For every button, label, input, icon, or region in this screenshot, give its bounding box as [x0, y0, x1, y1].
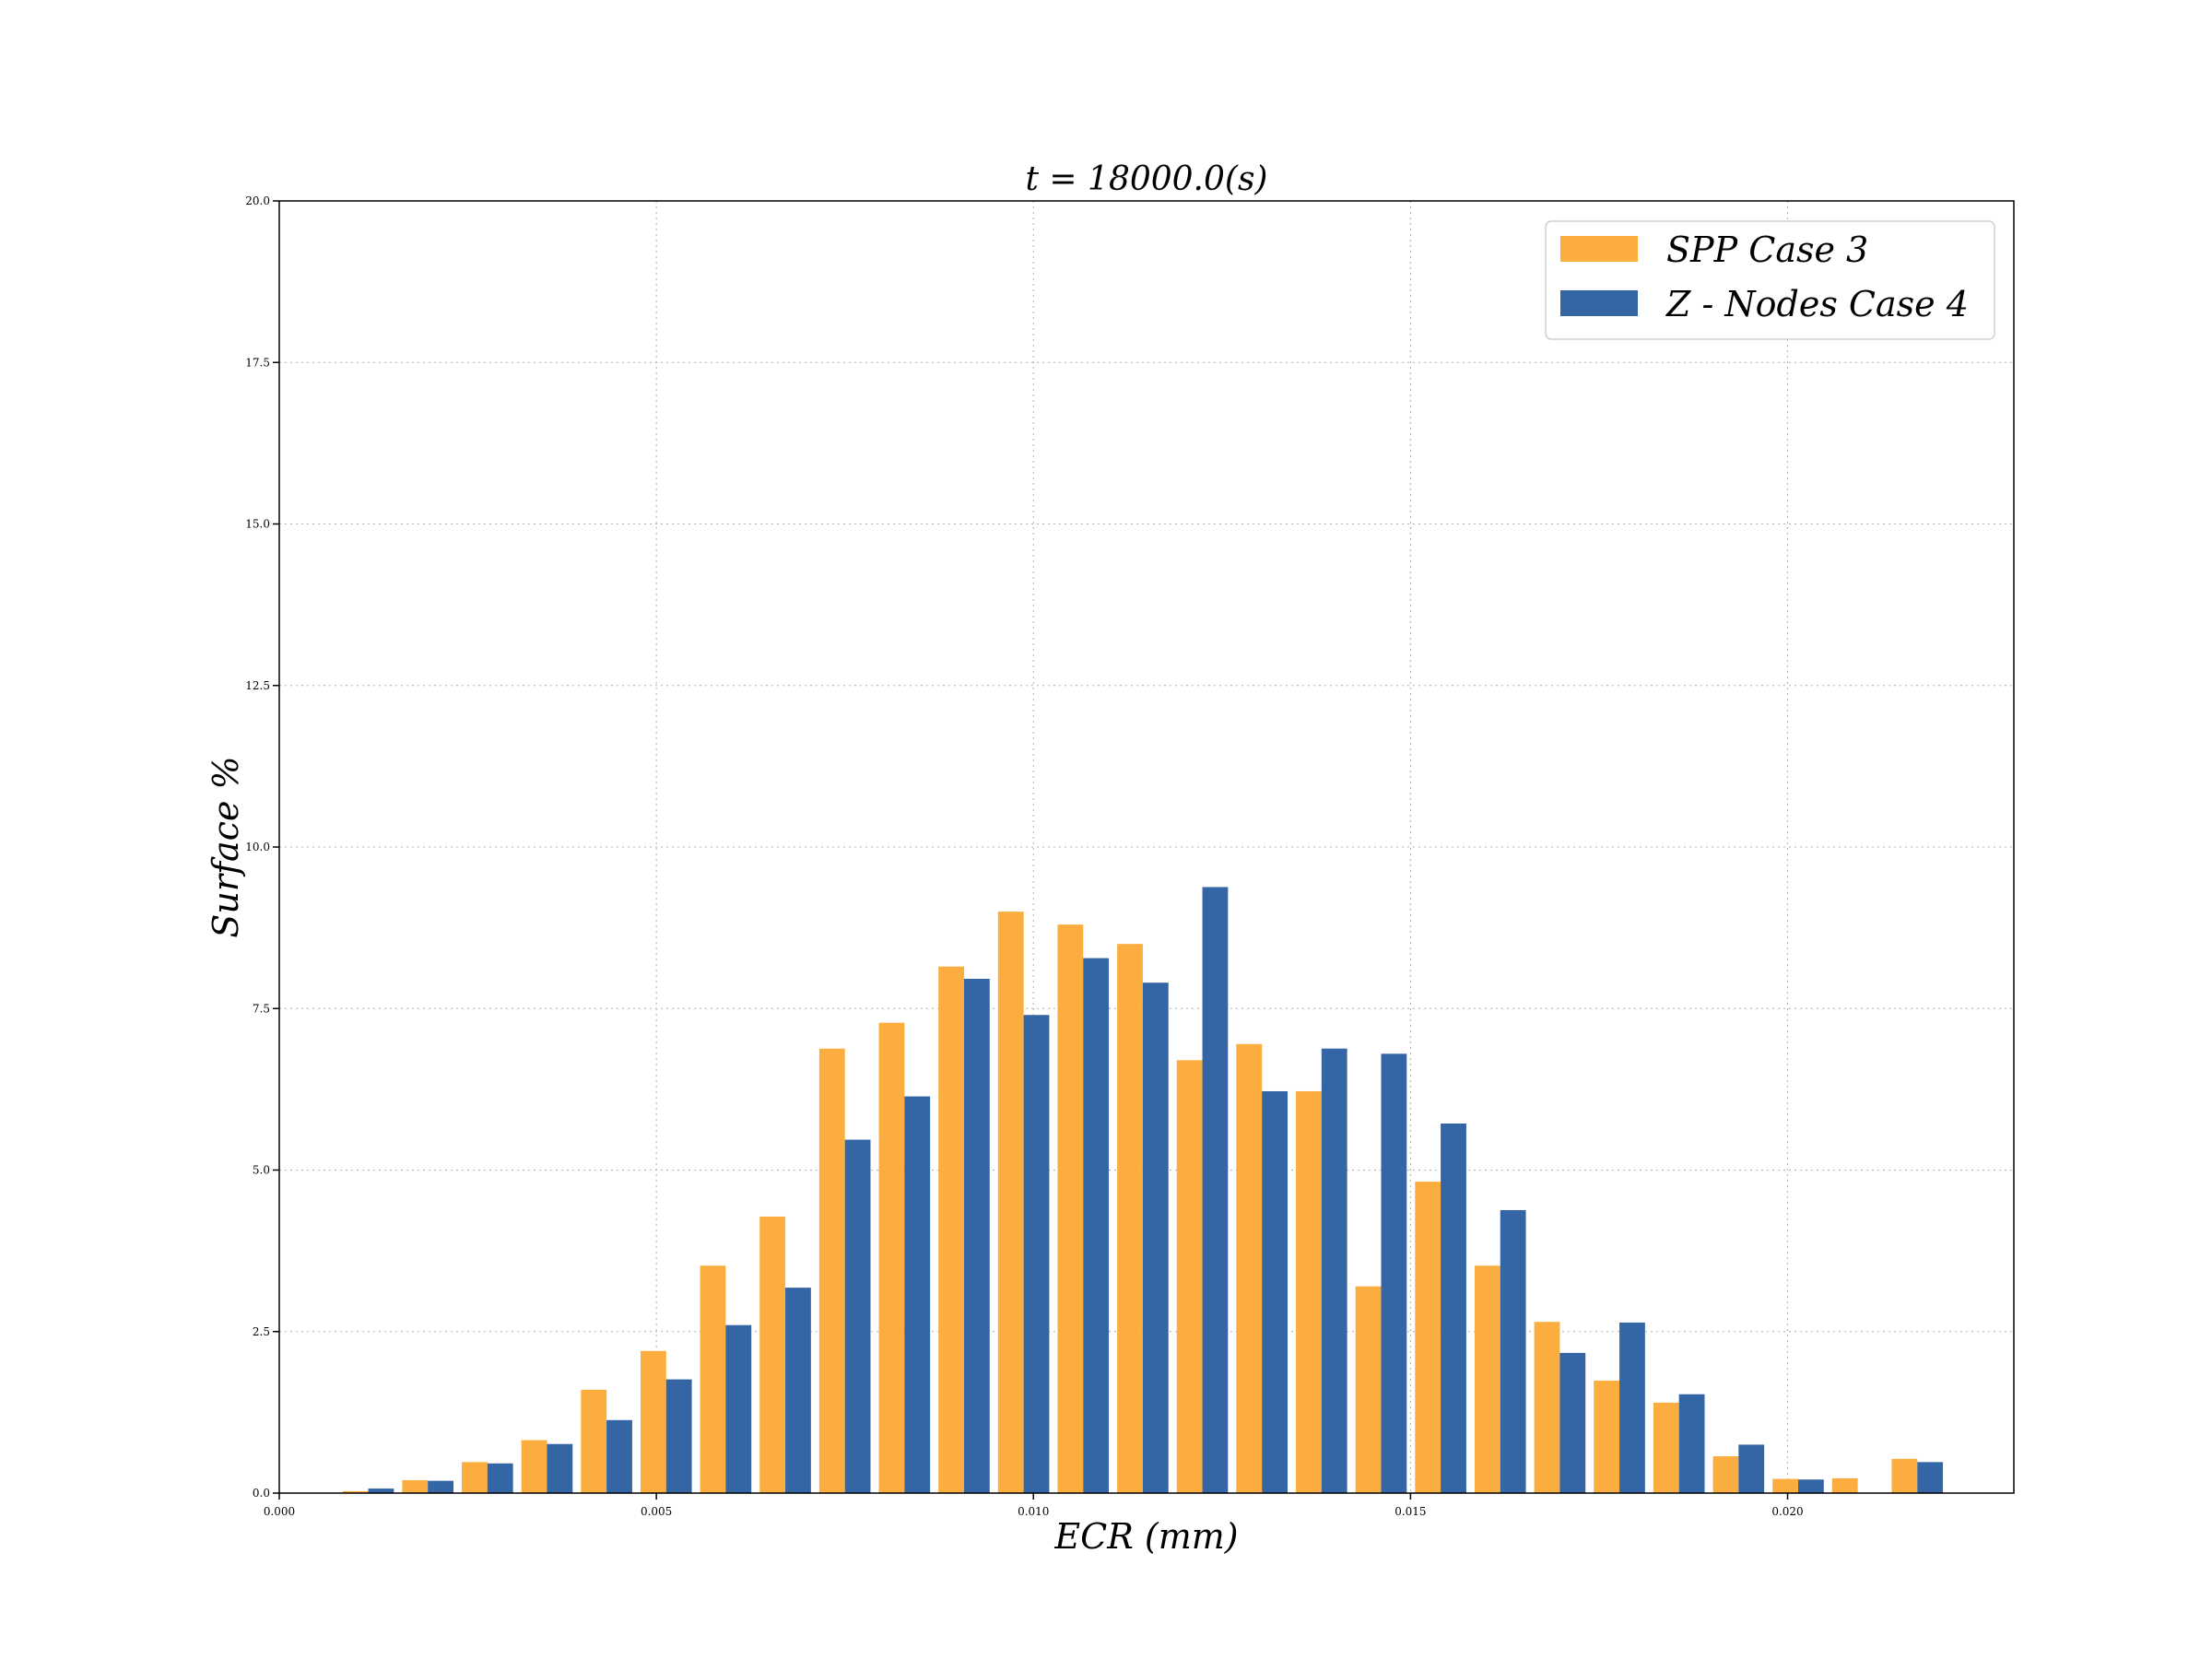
chart-title: t = 18000.0(s) — [1026, 160, 1268, 198]
x-axis-label: ECR (mm) — [1053, 1516, 1238, 1557]
legend-label-z-nodes: Z - Nodes Case 4 — [1665, 284, 1969, 324]
bar-z-nodes-case-4 — [1441, 1124, 1466, 1493]
bar-z-nodes-case-4 — [1262, 1090, 1288, 1493]
bars — [342, 887, 1944, 1493]
bar-z-nodes-case-4 — [368, 1488, 394, 1493]
bar-z-nodes-case-4 — [1381, 1053, 1407, 1493]
bar-z-nodes-case-4 — [1619, 1322, 1645, 1493]
bar-z-nodes-case-4 — [1142, 982, 1169, 1493]
bar-spp-case-3 — [818, 1048, 845, 1493]
bar-spp-case-3 — [1236, 1043, 1263, 1493]
legend-frame — [1545, 220, 1995, 340]
y-tick-label: 15.0 — [245, 518, 270, 531]
bar-spp-case-3 — [1534, 1322, 1560, 1493]
y-tick-label: 2.5 — [253, 1325, 270, 1338]
bar-spp-case-3 — [878, 1022, 905, 1493]
bar-z-nodes-case-4 — [1202, 887, 1229, 1493]
bar-z-nodes-case-4 — [1917, 1462, 1944, 1493]
x-tick-label: 0.005 — [641, 1505, 672, 1518]
bar-spp-case-3 — [759, 1216, 786, 1493]
bar-z-nodes-case-4 — [1559, 1352, 1586, 1493]
bar-z-nodes-case-4 — [844, 1139, 871, 1493]
bar-z-nodes-case-4 — [785, 1288, 811, 1493]
legend-label-spp: SPP Case 3 — [1666, 229, 1868, 270]
bar-z-nodes-case-4 — [547, 1443, 573, 1493]
bar-z-nodes-case-4 — [904, 1096, 931, 1493]
bar-spp-case-3 — [1891, 1458, 1918, 1493]
bar-z-nodes-case-4 — [1083, 958, 1110, 1493]
bar-z-nodes-case-4 — [1797, 1479, 1824, 1493]
bar-spp-case-3 — [1831, 1477, 1858, 1493]
bar-z-nodes-case-4 — [428, 1480, 453, 1493]
y-tick-label: 20.0 — [245, 194, 270, 207]
bar-spp-case-3 — [997, 912, 1024, 1493]
x-tick-label: 0.000 — [264, 1505, 295, 1518]
y-tick-label: 0.0 — [253, 1487, 270, 1500]
bar-spp-case-3 — [1296, 1090, 1322, 1493]
bar-spp-case-3 — [1712, 1456, 1739, 1493]
y-tick-label: 5.0 — [253, 1164, 270, 1177]
bar-z-nodes-case-4 — [1321, 1048, 1347, 1493]
bar-spp-case-3 — [1474, 1265, 1500, 1493]
legend-swatch-z-nodes — [1560, 290, 1638, 316]
y-tick-label: 10.0 — [245, 841, 270, 853]
bar-z-nodes-case-4 — [963, 979, 990, 1493]
bar-spp-case-3 — [1057, 924, 1084, 1493]
bar-z-nodes-case-4 — [1500, 1209, 1526, 1493]
bar-spp-case-3 — [1415, 1182, 1441, 1493]
x-tick-label: 0.010 — [1018, 1505, 1049, 1518]
bar-spp-case-3 — [640, 1350, 666, 1493]
bar-spp-case-3 — [1772, 1478, 1798, 1493]
bar-z-nodes-case-4 — [487, 1463, 513, 1493]
y-tick-label: 7.5 — [253, 1002, 270, 1015]
legend-swatch-spp — [1560, 236, 1638, 262]
bar-z-nodes-case-4 — [725, 1324, 752, 1493]
bar-spp-case-3 — [581, 1389, 607, 1493]
x-tick-label: 0.015 — [1394, 1505, 1426, 1518]
bar-spp-case-3 — [521, 1440, 547, 1493]
axis-ticks: 0.000 0.005 0.010 0.015 0.020 0.0 2.5 5.0 7.5 10.… — [245, 194, 1803, 1518]
bar-spp-case-3 — [1594, 1381, 1620, 1493]
bar-spp-case-3 — [1176, 1060, 1203, 1493]
bar-spp-case-3 — [342, 1490, 369, 1493]
bar-spp-case-3 — [1653, 1402, 1679, 1493]
bar-z-nodes-case-4 — [606, 1419, 632, 1493]
y-axis-label: Surface % — [206, 756, 246, 937]
bar-z-nodes-case-4 — [665, 1379, 692, 1493]
y-tick-label: 12.5 — [245, 679, 270, 692]
y-tick-label: 17.5 — [245, 356, 270, 369]
bar-spp-case-3 — [462, 1462, 488, 1493]
x-tick-label: 0.020 — [1771, 1505, 1803, 1518]
bar-spp-case-3 — [1117, 944, 1143, 1493]
bar-z-nodes-case-4 — [1738, 1444, 1765, 1493]
bar-spp-case-3 — [938, 966, 964, 1493]
bar-z-nodes-case-4 — [1678, 1394, 1705, 1493]
bar-spp-case-3 — [700, 1265, 726, 1493]
bar-z-nodes-case-4 — [1023, 1015, 1050, 1493]
bar-spp-case-3 — [402, 1479, 429, 1493]
bar-spp-case-3 — [1355, 1286, 1382, 1493]
legend: SPP Case 3 Z - Nodes Case 4 — [1545, 220, 1995, 340]
